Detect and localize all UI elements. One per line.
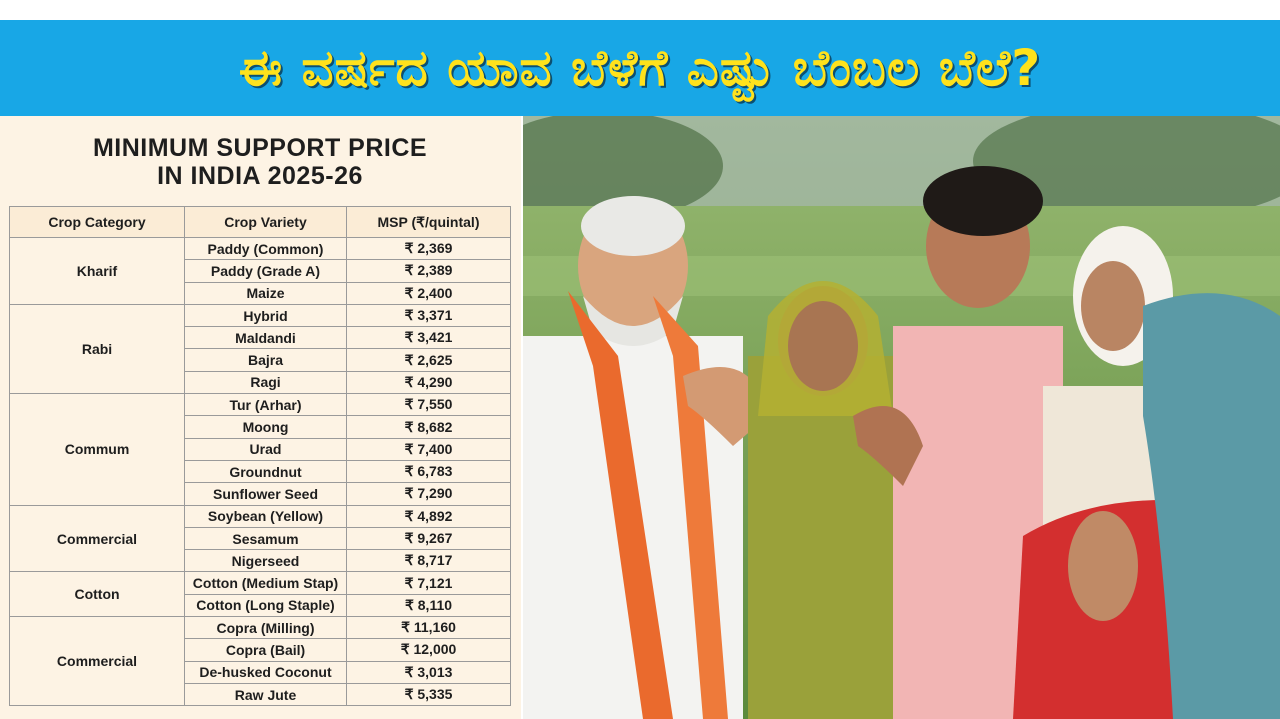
crop-variety-cell: Cotton (Long Staple) [184, 593, 347, 618]
crop-variety-cell: Cotton (Medium Stap) [184, 571, 347, 595]
crop-category-cell: Rabi [9, 303, 185, 395]
msp-price-cell: ₹ 8,110 [346, 593, 511, 618]
crop-variety-cell: Ragi [184, 370, 347, 395]
table-row: Kharif Paddy (Common) ₹ 2,369 [9, 236, 511, 305]
msp-price-cell: ₹ 7,550 [346, 393, 511, 417]
crop-variety-cell: Groundnut [184, 459, 347, 484]
crop-category-cell: Kharif [9, 237, 185, 305]
crop-variety-cell: Paddy (Common) [184, 236, 347, 261]
crop-category-cell: Commercial [9, 616, 185, 707]
msp-price-cell: ₹ 5,335 [346, 682, 511, 707]
msp-price-cell: ₹ 7,290 [346, 482, 511, 506]
table-row: Commercial Soybean (Yellow) ₹ 4,892 [9, 504, 511, 573]
crop-variety-cell: Sunflower Seed [184, 482, 347, 506]
crop-category-cell: Commercial [9, 504, 185, 573]
crop-variety-cell: Soybean (Yellow) [184, 504, 347, 528]
msp-price-cell: ₹ 2,400 [346, 281, 511, 305]
crop-variety-cell: Urad [184, 437, 347, 461]
table-row: Cotton (Long Staple) ₹ 8,110 [10, 593, 511, 618]
msp-price-cell: ₹ 4,290 [346, 370, 511, 395]
table-title: MINIMUM SUPPORT PRICE IN INDIA 2025-26 [20, 134, 500, 190]
crop-variety-cell: Maldandi [184, 326, 347, 350]
table-header-row: Crop Category Crop Variety MSP (₹/quinta… [9, 206, 511, 238]
crop-variety-cell: Moong [184, 415, 347, 439]
table-row: Sunflower Seed ₹ 7,290 [10, 482, 511, 506]
crop-variety-cell: Tur (Arhar) [184, 393, 347, 417]
table-row: Ragi ₹ 4,290 [10, 370, 511, 395]
header-crop-category: Crop Category [9, 206, 185, 238]
banner-title: ಈ ವರ್ಷದ ಯಾವ ಬೆಳೆಗೆ ಎಷ್ಟು ಬೆಂಬಲ ಬೆಲೆ? [238, 39, 1042, 97]
crop-variety-cell: Bajra [184, 348, 347, 372]
table-row: Raw Jute ₹ 5,335 [10, 682, 511, 707]
msp-price-cell: ₹ 2,625 [346, 348, 511, 372]
msp-price-cell: ₹ 2,369 [346, 236, 511, 261]
crop-variety-cell: De-husked Coconut [184, 660, 347, 684]
msp-price-cell: ₹ 8,682 [346, 415, 511, 439]
crop-category-cell: Cotton [9, 571, 185, 618]
msp-price-cell: ₹ 11,160 [346, 616, 511, 640]
table-row: Sesamum ₹ 9,267 [10, 526, 511, 551]
table-body: Kharif Paddy (Common) ₹ 2,369 Paddy (Grade … [9, 236, 511, 707]
msp-price-cell: ₹ 7,400 [346, 437, 511, 461]
header-msp: MSP (₹/quintal) [346, 206, 511, 238]
crop-variety-cell: Nigerseed [184, 549, 347, 573]
msp-price-cell: ₹ 8,717 [346, 549, 511, 573]
table-row: Nigerseed ₹ 8,717 [10, 549, 511, 573]
farmers-photo [523, 116, 1280, 719]
crop-variety-cell: Copra (Bail) [184, 638, 347, 662]
table-title-line1: MINIMUM SUPPORT PRICE [92, 134, 428, 162]
table-row: Groundnut ₹ 6,783 [10, 459, 511, 484]
msp-table-panel: MINIMUM SUPPORT PRICE IN INDIA 2025-26 C… [0, 116, 521, 719]
table-row: Urad ₹ 7,400 [10, 437, 511, 461]
msp-price-cell: ₹ 3,421 [346, 326, 511, 350]
msp-price-cell: ₹ 12,000 [346, 638, 511, 662]
crop-variety-cell: Raw Jute [184, 682, 347, 707]
msp-price-cell: ₹ 3,013 [346, 660, 511, 684]
table-row: De-husked Coconut ₹ 3,013 [10, 660, 511, 684]
crop-variety-cell: Paddy (Grade A) [184, 259, 347, 283]
crop-variety-cell: Maize [184, 281, 347, 305]
msp-price-cell: ₹ 6,783 [346, 459, 511, 484]
msp-price-cell: ₹ 4,892 [346, 504, 511, 528]
table-row: Copra (Bail) ₹ 12,000 [10, 638, 511, 662]
msp-price-cell: ₹ 2,389 [346, 259, 511, 283]
msp-price-cell: ₹ 7,121 [346, 571, 511, 595]
msp-price-cell: ₹ 3,371 [346, 303, 511, 328]
msp-table: Crop Category Crop Variety MSP (₹/quinta… [9, 206, 511, 707]
header-crop-variety: Crop Variety [184, 206, 347, 238]
table-row: Commum Tur (Arhar) ₹ 7,550 [9, 393, 511, 506]
crop-category-cell: Commum [9, 393, 185, 506]
table-row: Maldandi ₹ 3,421 [10, 326, 511, 350]
crop-variety-cell: Copra (Milling) [184, 616, 347, 640]
crop-variety-cell: Hybrid [184, 303, 347, 328]
title-banner: ಈ ವರ್ಷದ ಯಾವ ಬೆಳೆಗೆ ಎಷ್ಟು ಬೆಂಬಲ ಬೆಲೆ? [0, 20, 1280, 116]
msp-price-cell: ₹ 9,267 [346, 526, 511, 551]
table-row: Commercial Copra (Milling) ₹ 11,160 [9, 616, 511, 707]
table-row: Cotton Cotton (Medium Stap) ₹ 7,121 [9, 571, 511, 618]
crop-variety-cell: Sesamum [184, 526, 347, 551]
table-title-line2: IN INDIA 2025-26 [157, 162, 363, 190]
photo-illustration [523, 116, 1280, 719]
table-row: Rabi Hybrid ₹ 3,371 [9, 303, 511, 395]
